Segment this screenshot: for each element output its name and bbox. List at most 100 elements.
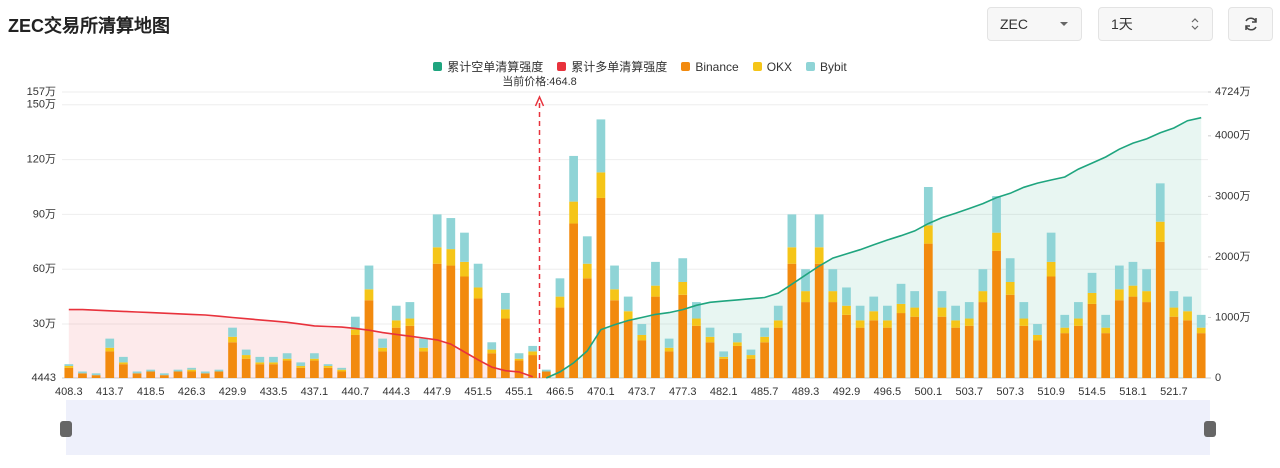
bar-segment [610, 265, 619, 290]
bar-segment [337, 367, 347, 370]
slider-handle-left[interactable] [60, 421, 72, 437]
bar-segment [446, 265, 456, 378]
legend-label: 累计空单清算强度 [447, 60, 544, 74]
legend-item[interactable]: OKX [752, 58, 792, 75]
x-tick-label: 514.5 [1078, 386, 1106, 398]
bar-segment [555, 296, 565, 308]
bar-segment [923, 243, 933, 378]
legend-item[interactable]: 累计多单清算强度 [557, 58, 667, 75]
bar-segment [1033, 334, 1042, 341]
updown [1191, 18, 1199, 30]
slider-handle-right[interactable] [1204, 421, 1216, 437]
bar-segment [323, 364, 333, 367]
period-select[interactable]: 1天 [1098, 7, 1213, 41]
x-tick-label: 433.5 [260, 386, 288, 398]
legend-item[interactable]: Bybit [806, 58, 847, 75]
bar-segment [419, 351, 428, 378]
x-tick-label: 426.3 [178, 386, 206, 398]
bar-segment [842, 314, 851, 378]
bar-segment [119, 364, 128, 378]
bar-segment [596, 119, 606, 173]
bar-segment [64, 367, 74, 378]
bar-segment [460, 276, 469, 378]
y-tick-label: 157万 [27, 86, 56, 98]
bar-segment [1087, 292, 1097, 304]
symbol-select[interactable]: ZEC [987, 7, 1082, 41]
x-tick-label: 500.1 [915, 386, 943, 398]
y-tick-label: 4443 [32, 372, 56, 384]
bar-segment [883, 305, 892, 321]
bar-segment [200, 371, 210, 374]
bar-segment [555, 278, 565, 297]
y-tick-label: 150万 [27, 99, 56, 111]
bar-segment [1074, 302, 1083, 319]
bar-segment [64, 364, 74, 367]
bar-segment [923, 225, 933, 244]
bar-segment [1046, 276, 1056, 378]
x-tick-label: 451.5 [464, 386, 492, 398]
bar-segment [146, 369, 156, 372]
bar-segment [473, 287, 483, 299]
bar-segment [883, 320, 892, 328]
bar-segment [228, 336, 237, 343]
bar-segment [801, 269, 810, 292]
bar-segment [405, 325, 415, 378]
bar-segment [787, 247, 797, 264]
bar-segment [487, 353, 497, 378]
bar-segment [1019, 325, 1029, 378]
bar-segment [296, 367, 306, 378]
legend-item[interactable]: 累计空单清算强度 [433, 58, 543, 75]
bar-segment [364, 289, 374, 301]
legend-swatch [806, 62, 816, 71]
bar-segment [569, 155, 578, 202]
bar-segment [582, 236, 592, 264]
bar-segment [828, 291, 838, 303]
bar-segment [1169, 316, 1179, 378]
bar-segment [487, 349, 497, 354]
bar-segment [582, 278, 592, 378]
bar-segment [992, 232, 1001, 251]
legend-swatch [557, 62, 567, 71]
zoom-slider[interactable] [66, 400, 1210, 455]
bar-segment [773, 327, 783, 378]
bar-segment [228, 342, 237, 378]
caret [1060, 22, 1068, 26]
bar-segment [1019, 302, 1029, 319]
legend-item[interactable]: Binance [681, 58, 739, 75]
bar-segment [964, 318, 974, 326]
bar-segment [978, 302, 988, 378]
bar-segment [978, 291, 988, 303]
bar-segment [514, 353, 524, 359]
bar-segment [705, 336, 715, 343]
bar-segment [296, 362, 306, 367]
bar-segment [1196, 333, 1206, 378]
bar-segment [1142, 302, 1151, 378]
bar-segment [78, 371, 87, 374]
bar-segment [814, 214, 824, 248]
bar-segment [378, 351, 387, 378]
x-tick-label: 440.7 [342, 386, 370, 398]
x-tick-label: 470.1 [587, 386, 615, 398]
bar-segment [296, 366, 306, 368]
bar-segment [1087, 303, 1097, 378]
bar-segment [692, 325, 701, 378]
bar-segment [801, 291, 810, 303]
bar-segment [487, 342, 497, 350]
bar-segment [1087, 272, 1097, 293]
x-tick-label: 507.3 [996, 386, 1024, 398]
bar-segment [623, 296, 633, 312]
bar-segment [391, 305, 401, 321]
bar-segment [555, 307, 565, 378]
x-tick-label: 455.1 [505, 386, 533, 398]
bar-segment [323, 366, 333, 368]
bar-segment [1060, 327, 1070, 334]
bar-segment [1060, 314, 1070, 328]
refresh-button[interactable] [1228, 7, 1273, 41]
bar-segment [896, 303, 906, 314]
bar-segment [269, 362, 278, 365]
bar-segment [432, 263, 442, 378]
bar-segment [992, 250, 1001, 378]
bar-segment [105, 338, 115, 348]
bar-segment [773, 305, 783, 321]
